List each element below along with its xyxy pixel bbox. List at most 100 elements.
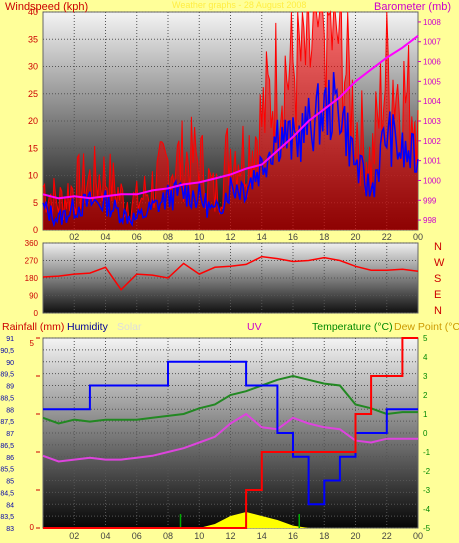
humidity-y-tick: 91	[6, 336, 14, 343]
climate-x-tick: 08	[163, 531, 173, 541]
temperature-y-tick: 0	[423, 429, 428, 438]
wind-x-tick: 20	[350, 232, 360, 242]
humidity-y-tick: 85,5	[0, 467, 14, 474]
humidity-y-tick: 83	[6, 526, 14, 533]
baro-y-tick: 1000	[423, 176, 441, 185]
barometer-title: Barometer (mb)	[374, 1, 451, 13]
climate-x-tick: 14	[257, 531, 267, 541]
wind-x-tick: 02	[69, 232, 79, 242]
humidity-y-tick: 90	[6, 360, 14, 367]
wind-y-tick: 15	[28, 143, 38, 153]
temperature-label: Temperature (°C)	[312, 321, 393, 333]
wind-x-tick: 06	[132, 232, 142, 242]
humidity-y-tick: 88,5	[0, 395, 14, 402]
uv-label: UV	[247, 321, 262, 333]
climate-x-tick: 16	[288, 531, 298, 541]
temperature-y-tick: 2	[423, 391, 428, 400]
baro-y-tick: 1005	[423, 77, 441, 86]
humidity-y-tick: 83,5	[0, 514, 14, 521]
wind-x-tick: 14	[257, 232, 267, 242]
temperature-y-tick: 3	[423, 372, 428, 381]
humidity-y-tick: 89,5	[0, 372, 14, 379]
temperature-y-tick: 1	[423, 410, 428, 419]
temperature-y-tick: -1	[423, 448, 431, 457]
direction-line	[42, 255, 419, 291]
climate-x-tick: 02	[69, 531, 79, 541]
climate-x-tick: 12	[225, 531, 235, 541]
compass-s: S	[434, 273, 441, 285]
climate-x-tick: 10	[194, 531, 204, 541]
wind-average-line	[42, 72, 419, 228]
humidity-y-tick: 87	[6, 431, 14, 438]
humidity-y-tick: 87,5	[0, 419, 14, 426]
gust-line	[42, 10, 419, 225]
direction-y-tick: 270	[25, 257, 39, 266]
wind-y-tick: 5	[33, 198, 38, 208]
climate-x-tick: 00	[413, 531, 423, 541]
humidity-y-tick: 88	[6, 407, 14, 414]
humidity-y-tick: 84	[6, 502, 14, 509]
climate-x-tick: 22	[382, 531, 392, 541]
humidity-y-tick: 86,5	[0, 443, 14, 450]
compass-n-bottom: N	[434, 305, 442, 317]
humidity-y-tick: 89	[6, 384, 14, 391]
climate-x-tick: 20	[350, 531, 360, 541]
rainfall-line	[43, 337, 418, 529]
humidity-y-tick: 86	[6, 455, 14, 462]
gust-area	[43, 12, 418, 230]
wind-x-tick: 18	[319, 232, 329, 242]
compass-n-top: N	[434, 241, 442, 253]
temperature-y-tick: 4	[423, 353, 428, 362]
temperature-y-tick: 5	[423, 334, 428, 343]
baro-y-tick: 1008	[423, 18, 441, 27]
solar-label: Solar	[117, 321, 142, 333]
wind-x-tick: 08	[163, 232, 173, 242]
wind-y-tick: 40	[28, 7, 38, 17]
temperature-line	[42, 374, 418, 425]
compass-e: E	[434, 289, 441, 301]
baro-y-tick: 998	[423, 216, 437, 225]
wind-x-tick: 12	[225, 232, 235, 242]
wind-x-tick: 22	[382, 232, 392, 242]
dewpoint-label: Dew Point (°C	[394, 321, 459, 333]
wind-x-tick: 00	[413, 232, 423, 242]
wind-title: Windspeed (kph)	[5, 1, 88, 13]
baro-y-tick: 1007	[423, 38, 441, 47]
humidity-label: Humidity	[67, 321, 109, 333]
direction-y-tick: 0	[34, 309, 39, 318]
temperature-y-tick: -2	[423, 467, 431, 476]
barometer-line	[42, 35, 419, 200]
wind-x-tick: 10	[194, 232, 204, 242]
wind-y-tick: 0	[33, 225, 38, 235]
temperature-y-tick: -3	[423, 486, 431, 495]
direction-y-tick: 360	[25, 239, 39, 248]
wind-y-tick: 35	[28, 34, 38, 44]
baro-y-tick: 1002	[423, 137, 441, 146]
baro-y-tick: 1003	[423, 117, 441, 126]
humidity-y-tick: 84,5	[0, 490, 14, 497]
wind-x-tick: 04	[100, 232, 110, 242]
wind-y-tick: 25	[28, 89, 38, 99]
solar-area	[43, 512, 418, 528]
baro-y-tick: 1004	[423, 97, 441, 106]
direction-y-tick: 90	[29, 292, 38, 301]
wind-x-tick: 16	[288, 232, 298, 242]
rain-y-tick: 0	[30, 523, 35, 532]
rain-y-tick: 5	[30, 339, 35, 348]
humidity-y-tick: 85	[6, 479, 14, 486]
chart-subtitle: Weather graphs - 28 August 2008	[172, 0, 306, 10]
baro-y-tick: 1006	[423, 58, 441, 67]
rainfall-label: Rainfall (mm)	[2, 321, 64, 333]
temperature-y-tick: -5	[423, 524, 431, 533]
temperature-y-tick: -4	[423, 505, 431, 514]
climate-x-tick: 04	[100, 531, 110, 541]
climate-x-tick: 06	[132, 531, 142, 541]
direction-y-tick: 180	[25, 274, 39, 283]
baro-y-tick: 999	[423, 196, 437, 205]
wind-y-tick: 20	[28, 116, 38, 126]
compass-w: W	[434, 257, 445, 269]
humidity-y-tick: 90,5	[0, 348, 14, 355]
baro-y-tick: 1001	[423, 157, 441, 166]
climate-x-tick: 18	[319, 531, 329, 541]
